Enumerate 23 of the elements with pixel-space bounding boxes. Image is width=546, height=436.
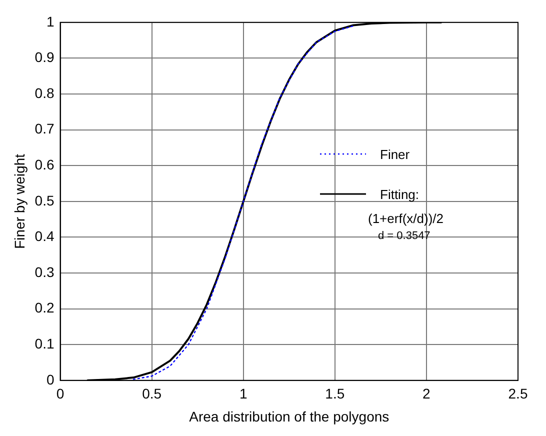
y-tick-label: 0.7 xyxy=(34,120,54,137)
y-tick-label: 0.8 xyxy=(34,84,54,101)
legend-label: Fitting: xyxy=(380,186,420,202)
x-tick-label: 0 xyxy=(56,386,64,402)
y-tick-label: 0.1 xyxy=(34,335,54,352)
y-axis-title: Finer by weight xyxy=(11,154,28,249)
y-tick-label: 0.6 xyxy=(34,156,54,172)
y-tick-label: 0 xyxy=(46,371,54,388)
y-tick-label: 0.2 xyxy=(34,300,54,316)
y-tick-label: 0.9 xyxy=(34,49,54,66)
y-tick-label: 0.4 xyxy=(34,228,54,244)
x-axis-title: Area distribution of the polygons xyxy=(189,408,390,424)
x-tick-label: 1 xyxy=(239,386,248,402)
y-tick-label: 0.5 xyxy=(34,192,54,208)
annotation: d = 0.3547 xyxy=(377,230,432,242)
annotation: (1+erf(x/d))/2 xyxy=(367,211,444,226)
x-tick-label: 0.5 xyxy=(142,386,162,402)
x-tick-label: 1.5 xyxy=(325,386,345,402)
x-tick-label: 2.5 xyxy=(508,386,528,402)
y-tick-label: 1 xyxy=(46,13,54,30)
x-tick-label: 2 xyxy=(422,386,431,402)
legend-label: Finer xyxy=(380,146,410,162)
y-tick-label: 0.3 xyxy=(34,264,54,280)
